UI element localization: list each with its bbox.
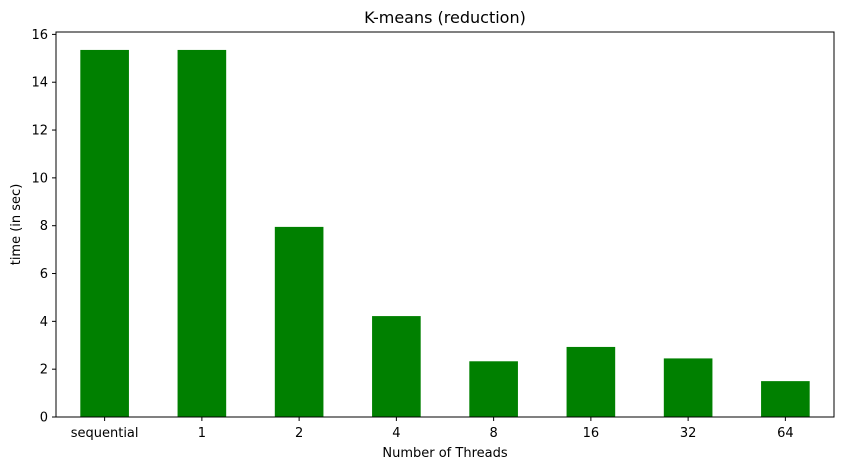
bar-64	[761, 381, 810, 417]
y-tick-label: 16	[31, 28, 48, 43]
bar-1	[177, 49, 227, 417]
bar-8	[469, 361, 518, 417]
bar-32	[663, 358, 713, 417]
y-tick-label: 4	[40, 315, 48, 330]
bar-16	[566, 346, 616, 417]
x-axis-label: Number of Threads	[382, 446, 507, 461]
bar-sequential	[80, 49, 129, 417]
chart-title: K-means (reduction)	[364, 8, 526, 27]
y-tick-label: 14	[31, 76, 48, 91]
x-tick-label: 64	[777, 426, 794, 441]
y-axis-label: time (in sec)	[9, 184, 24, 266]
x-tick-label: sequential	[71, 426, 139, 441]
x-tick-label: 4	[392, 426, 400, 441]
x-tick-label: 2	[295, 426, 303, 441]
y-tick-label: 2	[40, 363, 48, 378]
y-tick-label: 6	[40, 267, 48, 282]
x-axis: sequential 1 2 4 8 16 32 64	[71, 417, 794, 441]
bars-group	[80, 49, 810, 417]
y-tick-label: 12	[31, 124, 48, 139]
x-tick-label: 8	[489, 426, 497, 441]
y-axis: 0 2 4 6 8 10 12 14 16	[31, 28, 56, 426]
bar-4	[372, 316, 421, 417]
y-tick-label: 0	[40, 411, 48, 426]
x-tick-label: 32	[680, 426, 697, 441]
y-tick-label: 8	[40, 219, 48, 234]
x-tick-label: 1	[198, 426, 206, 441]
plot-frame	[55, 31, 835, 418]
y-tick-label: 10	[31, 171, 48, 186]
bar-2	[274, 226, 324, 417]
x-tick-label: 16	[583, 426, 600, 441]
